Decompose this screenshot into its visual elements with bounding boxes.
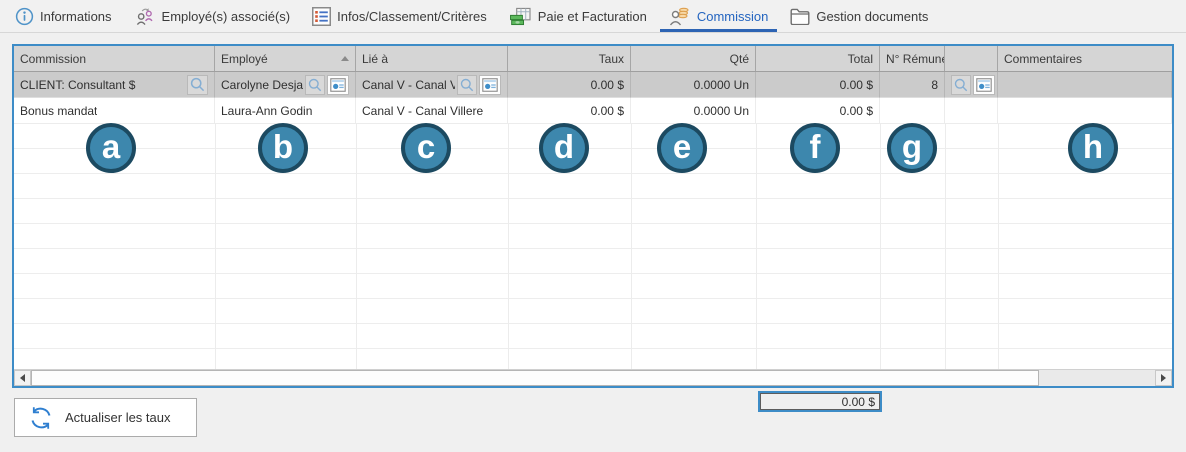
cell-commentaires[interactable] bbox=[998, 98, 1172, 124]
column-header-taux[interactable]: Taux bbox=[508, 46, 631, 71]
refresh-rates-label: Actualiser les taux bbox=[65, 410, 171, 425]
cell-lie-a[interactable]: Canal V - Canal Ville bbox=[356, 72, 508, 98]
scroll-right-button[interactable] bbox=[1155, 370, 1172, 386]
scrollbar-track[interactable] bbox=[1039, 370, 1155, 386]
cell-employe[interactable]: Laura-Ann Godin bbox=[215, 98, 356, 124]
cell-taux[interactable]: 0.00 $ bbox=[508, 72, 631, 98]
column-header-commentaires[interactable]: Commentaires bbox=[1004, 51, 1083, 66]
search-icon bbox=[460, 78, 474, 91]
cell-lie-a[interactable]: Canal V - Canal Villere bbox=[356, 98, 508, 124]
sort-asc-icon bbox=[341, 56, 349, 61]
tab-label: Informations bbox=[40, 8, 112, 24]
preview-button[interactable] bbox=[479, 74, 501, 95]
column-header-commission[interactable]: Commission bbox=[14, 46, 215, 71]
preview-button[interactable] bbox=[973, 74, 995, 95]
horizontal-scrollbar[interactable] bbox=[14, 369, 1172, 386]
preview-icon bbox=[976, 77, 992, 92]
grid-vline bbox=[998, 124, 999, 369]
cell-commission[interactable]: CLIENT: Consultant $ bbox=[14, 72, 215, 98]
cell-qte[interactable]: 0.0000 Un bbox=[631, 98, 756, 124]
search-icon bbox=[308, 78, 322, 91]
grid-vline bbox=[631, 124, 632, 369]
search-button[interactable] bbox=[187, 74, 208, 95]
tab-infos-classement-criteres[interactable]: Infos/Classement/Critères bbox=[301, 0, 498, 32]
tab-label: Commission bbox=[696, 8, 769, 24]
arrow-left-icon bbox=[20, 374, 25, 382]
grid-header: Commission Employé Lié à Taux Qté Total … bbox=[14, 46, 1172, 72]
list-criteria-icon bbox=[312, 6, 332, 26]
grid-vline bbox=[356, 124, 357, 369]
grid-vline bbox=[215, 124, 216, 369]
column-header-employe[interactable]: Employé bbox=[215, 46, 356, 71]
column-header-qte[interactable]: Qté bbox=[631, 46, 756, 71]
cell-commission[interactable]: Bonus mandat bbox=[14, 98, 215, 124]
tab-commission[interactable]: Commission bbox=[658, 0, 780, 32]
preview-icon bbox=[330, 77, 346, 92]
column-header-total[interactable]: Total bbox=[756, 46, 880, 71]
commission-total-field[interactable]: 0.00 $ bbox=[758, 391, 882, 412]
cell-taux[interactable]: 0.00 $ bbox=[508, 98, 631, 124]
tab-label: Gestion documents bbox=[816, 8, 929, 24]
tab-gestion-documents[interactable]: Gestion documents bbox=[779, 0, 939, 32]
refresh-icon bbox=[28, 405, 54, 431]
search-icon bbox=[954, 78, 968, 91]
scroll-left-button[interactable] bbox=[14, 370, 31, 386]
payroll-billing-icon bbox=[509, 7, 532, 26]
tab-employes-associes[interactable]: Employé(s) associé(s) bbox=[123, 0, 302, 32]
cell-no-remuneration[interactable]: 8 bbox=[880, 72, 945, 98]
arrow-right-icon bbox=[1161, 374, 1166, 382]
documents-folder-icon bbox=[790, 8, 810, 25]
column-header-actions[interactable] bbox=[945, 46, 998, 71]
preview-icon bbox=[482, 77, 498, 92]
cell-total[interactable]: 0.00 $ bbox=[756, 98, 880, 124]
grid-vline bbox=[508, 124, 509, 369]
grid-empty-area bbox=[14, 124, 1172, 369]
cell-employe[interactable]: Carolyne Desjardi bbox=[215, 72, 356, 98]
cell-actions[interactable] bbox=[945, 72, 998, 98]
table-row[interactable]: Bonus mandat Laura-Ann Godin Canal V - C… bbox=[14, 98, 1172, 124]
tab-paie-facturation[interactable]: Paie et Facturation bbox=[498, 0, 658, 32]
cell-total[interactable]: 0.00 $ bbox=[756, 72, 880, 98]
cell-qte[interactable]: 0.0000 Un bbox=[631, 72, 756, 98]
cell-no-remuneration[interactable] bbox=[880, 98, 945, 124]
tab-label: Employé(s) associé(s) bbox=[161, 8, 291, 24]
cell-commentaires[interactable] bbox=[998, 72, 1172, 98]
search-button[interactable] bbox=[305, 74, 325, 95]
info-icon bbox=[15, 7, 34, 26]
commission-grid: Commission Employé Lié à Taux Qté Total … bbox=[12, 44, 1174, 388]
scrollbar-thumb[interactable] bbox=[31, 370, 1039, 386]
refresh-rates-button[interactable]: Actualiser les taux bbox=[14, 398, 197, 437]
search-button[interactable] bbox=[457, 74, 477, 95]
grid-vline bbox=[756, 124, 757, 369]
tab-label: Paie et Facturation bbox=[537, 8, 647, 24]
commission-icon bbox=[669, 6, 691, 26]
cell-actions[interactable] bbox=[945, 98, 998, 124]
tab-informations[interactable]: Informations bbox=[4, 0, 123, 32]
preview-button[interactable] bbox=[327, 74, 349, 95]
associated-employees-icon bbox=[134, 7, 156, 26]
column-header-no-remuneration[interactable]: N° Rémuné... bbox=[880, 46, 945, 71]
search-icon bbox=[190, 77, 205, 92]
commission-total-value: 0.00 $ bbox=[760, 393, 880, 410]
grid-vline bbox=[945, 124, 946, 369]
column-header-lie-a[interactable]: Lié à bbox=[356, 46, 508, 71]
grid-vline bbox=[880, 124, 881, 369]
tab-bar: Informations Employé(s) associé(s) bbox=[0, 0, 1186, 33]
table-row[interactable]: CLIENT: Consultant $ Carolyne Desjardi bbox=[14, 72, 1172, 98]
tab-label: Infos/Classement/Critères bbox=[337, 8, 487, 24]
search-button[interactable] bbox=[951, 74, 971, 95]
